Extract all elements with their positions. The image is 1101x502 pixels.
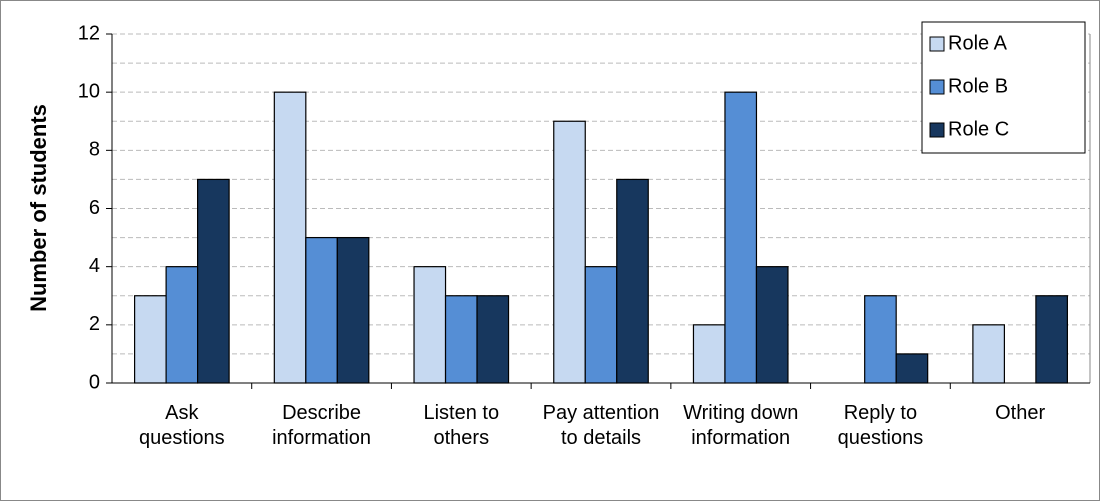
y-tick-label: 10 bbox=[78, 80, 100, 102]
x-tick-label: Describe information bbox=[272, 402, 372, 449]
bar bbox=[972, 324, 1005, 384]
bar bbox=[724, 91, 758, 384]
bar bbox=[273, 91, 307, 384]
x-tick-label: Writing down information bbox=[683, 402, 799, 449]
legend-swatch bbox=[929, 79, 945, 95]
legend-label: Role C bbox=[948, 118, 1009, 140]
bar bbox=[305, 236, 338, 384]
y-tick-label: 8 bbox=[89, 139, 100, 161]
y-tick-label: 6 bbox=[89, 197, 100, 219]
bar bbox=[413, 266, 447, 384]
x-tick-label: Reply to questions bbox=[837, 402, 924, 449]
bar bbox=[584, 266, 618, 384]
legend-label: Role B bbox=[948, 75, 1008, 97]
y-tick-label: 0 bbox=[89, 371, 100, 393]
x-tick-label: Other bbox=[995, 402, 1046, 424]
bar bbox=[336, 236, 370, 384]
bar bbox=[197, 178, 230, 384]
legend-label: Role A bbox=[948, 32, 1008, 54]
bar bbox=[755, 266, 789, 384]
x-tick-label: Pay attention to details bbox=[542, 402, 660, 449]
bar bbox=[864, 295, 897, 384]
bar bbox=[476, 295, 510, 384]
bar bbox=[134, 295, 167, 384]
legend-swatch bbox=[929, 122, 945, 138]
bar bbox=[444, 295, 478, 384]
x-tick-label: Listen to others bbox=[423, 402, 500, 449]
bar bbox=[553, 120, 586, 384]
y-tick-label: 12 bbox=[78, 22, 100, 44]
bar bbox=[895, 353, 929, 384]
legend-swatch bbox=[929, 36, 945, 52]
legend-box bbox=[921, 21, 1086, 154]
y-tick-label: 2 bbox=[89, 313, 100, 335]
bar bbox=[692, 324, 726, 384]
bar bbox=[616, 178, 649, 384]
bar bbox=[1035, 295, 1068, 384]
x-tick-label: Ask questions bbox=[139, 402, 225, 449]
y-axis-title: Number of students bbox=[26, 104, 51, 312]
y-tick-label: 4 bbox=[89, 255, 100, 277]
bar bbox=[165, 266, 199, 384]
